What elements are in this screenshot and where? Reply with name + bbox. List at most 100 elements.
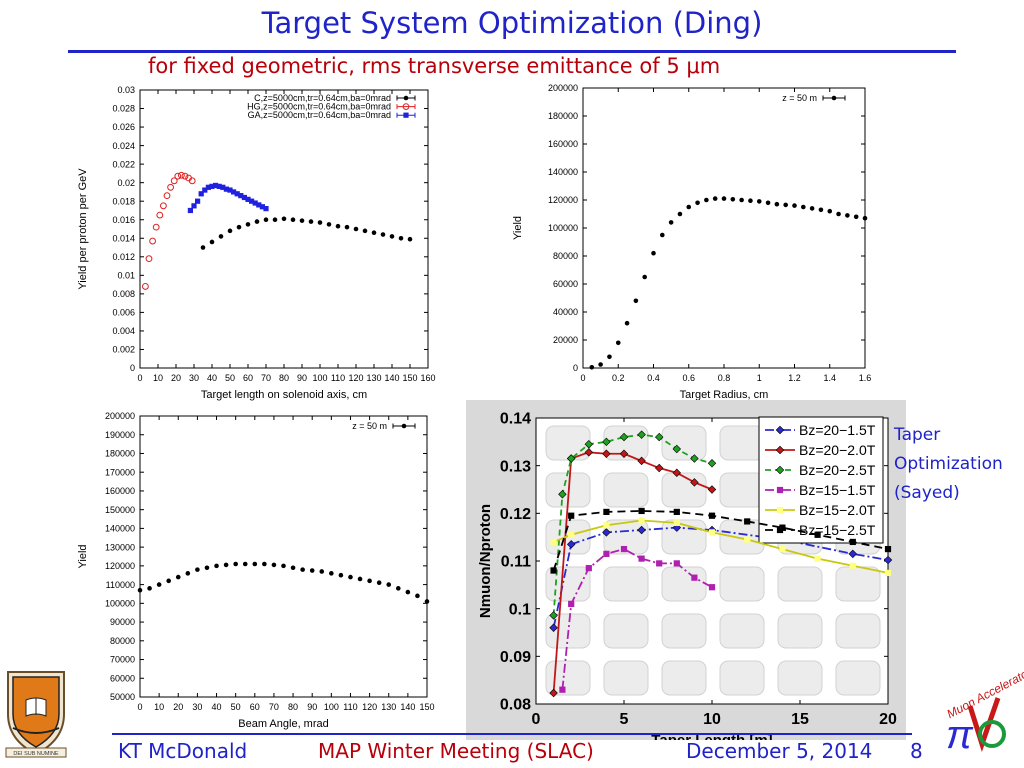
logo-motto: DEI SUB NUMINE xyxy=(13,751,59,757)
data-point xyxy=(598,362,603,367)
data-point xyxy=(633,298,639,304)
x-tick-label: 40 xyxy=(207,373,217,383)
x-tick-label: 10 xyxy=(154,702,164,712)
data-point xyxy=(227,228,233,234)
x-tick-label: 150 xyxy=(419,702,434,712)
taper-grid-cell xyxy=(777,566,823,602)
data-point xyxy=(338,572,344,578)
x-tick-label: 100 xyxy=(324,702,339,712)
series-line xyxy=(552,451,713,694)
data-point xyxy=(195,198,201,204)
data-point xyxy=(156,211,164,219)
data-point xyxy=(290,565,296,571)
taper-grid-cell xyxy=(661,566,707,602)
data-point xyxy=(300,567,305,572)
taper-grid-cell xyxy=(661,425,707,461)
data-point xyxy=(396,586,401,591)
y-tick-label: 150000 xyxy=(105,505,135,515)
taper-grid-cell xyxy=(603,566,649,602)
x-tick-label: 1.4 xyxy=(823,373,836,383)
data-point xyxy=(589,365,595,370)
y-tick-label: 110000 xyxy=(106,580,135,590)
side-note-line-1: Taper xyxy=(894,425,941,445)
data-point xyxy=(568,512,575,519)
svg-text:π: π xyxy=(946,713,974,757)
data-point xyxy=(147,586,152,591)
footer-page-number: 8 xyxy=(910,739,923,763)
taper-grid-cell xyxy=(719,472,765,508)
data-point xyxy=(673,560,680,567)
x-tick-label: 0 xyxy=(580,373,585,383)
data-point xyxy=(559,686,566,693)
data-point xyxy=(603,508,610,516)
legend-marker xyxy=(776,486,784,494)
data-point xyxy=(271,562,277,568)
data-point xyxy=(181,172,189,180)
taper-grid-cell xyxy=(777,613,823,649)
taper-grid-cell xyxy=(719,566,765,602)
legend-marker xyxy=(403,112,409,118)
data-point xyxy=(156,582,162,587)
data-point xyxy=(615,340,621,346)
data-point xyxy=(163,192,171,200)
x-tick-label: 20 xyxy=(879,711,897,728)
y-tick-label: 130000 xyxy=(105,542,135,552)
data-point xyxy=(638,517,645,524)
data-point xyxy=(642,274,647,280)
data-point xyxy=(137,587,143,593)
data-point xyxy=(348,574,353,580)
x-tick-label: 150 xyxy=(402,373,417,383)
data-point xyxy=(167,183,174,191)
data-point xyxy=(263,217,269,223)
legend-marker xyxy=(403,95,409,101)
x-tick-label: 20 xyxy=(173,702,183,712)
y-tick-label: 0.08 xyxy=(500,697,531,714)
data-point xyxy=(677,211,683,217)
data-point xyxy=(654,432,664,442)
taper-grid-cell xyxy=(661,660,707,696)
x-tick-label: 0.6 xyxy=(682,373,695,383)
y-tick-label: 0.008 xyxy=(112,289,135,299)
chart-target-length: 0 10 20 30 40 50 60 70 80 90 100 110 120 130 140 150 160… xyxy=(77,85,436,401)
data-point xyxy=(690,454,699,463)
data-point xyxy=(214,563,219,569)
data-point xyxy=(883,555,893,565)
data-point xyxy=(549,688,558,698)
taper-grid-cell xyxy=(719,613,765,649)
x-tick-label: 70 xyxy=(261,373,271,383)
legend-marker xyxy=(775,445,785,455)
y-tick-label: 0.012 xyxy=(112,252,135,262)
data-point xyxy=(185,571,191,576)
data-point xyxy=(308,219,314,224)
y-tick-label: 0.03 xyxy=(117,85,135,95)
data-point xyxy=(602,437,611,447)
taper-grid-cell xyxy=(545,660,591,696)
data-point xyxy=(252,561,258,567)
taper-grid-cell xyxy=(603,660,649,696)
x-tick-label: 140 xyxy=(400,702,415,712)
data-point xyxy=(862,215,868,221)
data-point xyxy=(149,237,156,245)
y-tick-label: 160000 xyxy=(548,139,578,149)
series-line xyxy=(552,433,713,616)
y-tick-label: 120000 xyxy=(105,561,135,571)
data-point xyxy=(178,171,185,179)
data-point xyxy=(566,454,576,463)
data-point xyxy=(638,555,645,562)
data-point xyxy=(223,562,229,568)
data-point xyxy=(371,230,377,236)
data-point xyxy=(236,224,242,230)
x-tick-label: 0.8 xyxy=(718,373,731,383)
x-axis-label: Target length on solenoid axis, cm xyxy=(201,389,367,401)
plot-frame xyxy=(582,87,866,369)
data-point xyxy=(254,219,260,224)
data-point xyxy=(620,545,628,553)
data-point xyxy=(202,187,208,193)
data-point xyxy=(262,561,267,567)
y-tick-label: 180000 xyxy=(105,449,135,459)
princeton-shield-logo: DEI SUB NUMINE xyxy=(5,671,67,758)
data-point xyxy=(191,203,197,209)
y-axis-label: Yield xyxy=(512,216,524,240)
data-point xyxy=(774,201,780,207)
data-point xyxy=(362,228,368,234)
